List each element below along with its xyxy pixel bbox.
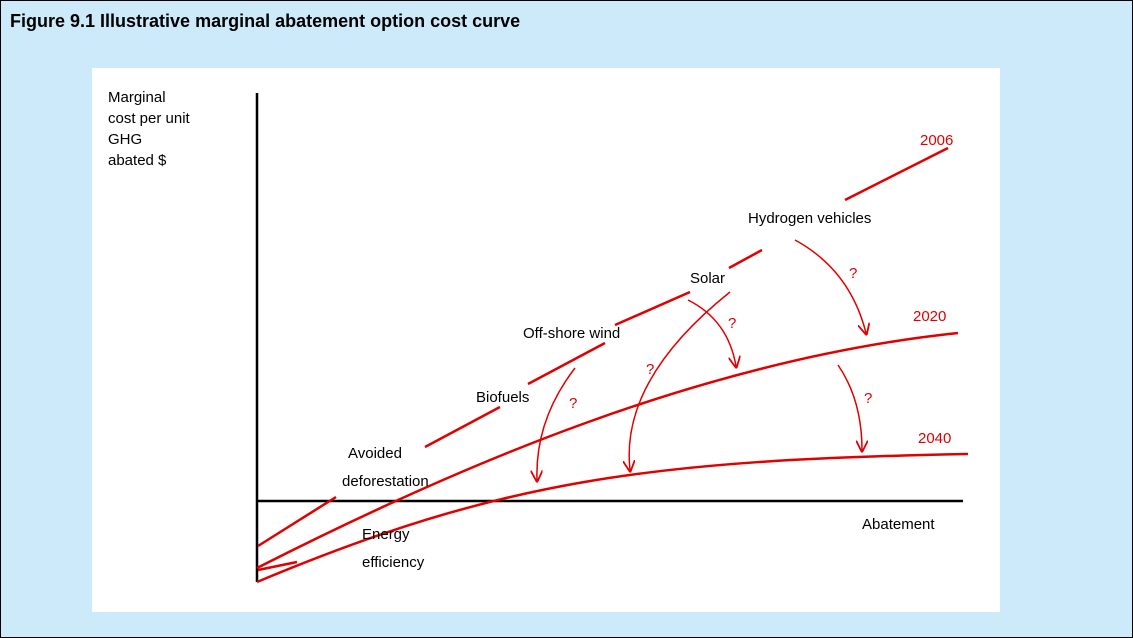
- option-label: Avoided: [348, 445, 402, 462]
- curve-2020: [256, 331, 959, 570]
- curve-2040: [256, 452, 969, 584]
- y-label-line: GHG: [108, 131, 142, 148]
- question-mark: ?: [849, 265, 857, 282]
- shift-arrows: [537, 239, 866, 480]
- question-mark: ?: [864, 390, 872, 407]
- y-label-line: cost per unit: [108, 110, 191, 127]
- y-axis-label: Marginal cost per unit GHG abated $: [108, 89, 191, 169]
- x-axis-label: Abatement: [862, 516, 935, 533]
- y-label-line: Marginal: [108, 89, 166, 106]
- option-label: Hydrogen vehicles: [748, 210, 871, 227]
- option-label: efficiency: [362, 554, 425, 571]
- pointer: [257, 560, 298, 572]
- figure-title: Figure 9.1 Illustrative marginal abateme…: [10, 11, 520, 31]
- question-mark: ?: [728, 315, 736, 332]
- curve-label: 2006: [920, 132, 953, 149]
- question-mark: ?: [646, 361, 654, 378]
- curve-2006: [257, 146, 949, 548]
- curve-label: 2020: [913, 308, 946, 325]
- curve-label: 2040: [918, 430, 951, 447]
- question-mark: ?: [569, 395, 577, 412]
- y-label-line: abated $: [108, 152, 167, 169]
- option-label: Biofuels: [476, 389, 529, 406]
- option-label: Off-shore wind: [523, 325, 620, 342]
- option-label: deforestation: [342, 473, 429, 490]
- option-label: Energy: [362, 526, 410, 543]
- option-label: Solar: [690, 270, 725, 287]
- panel: [92, 68, 1000, 612]
